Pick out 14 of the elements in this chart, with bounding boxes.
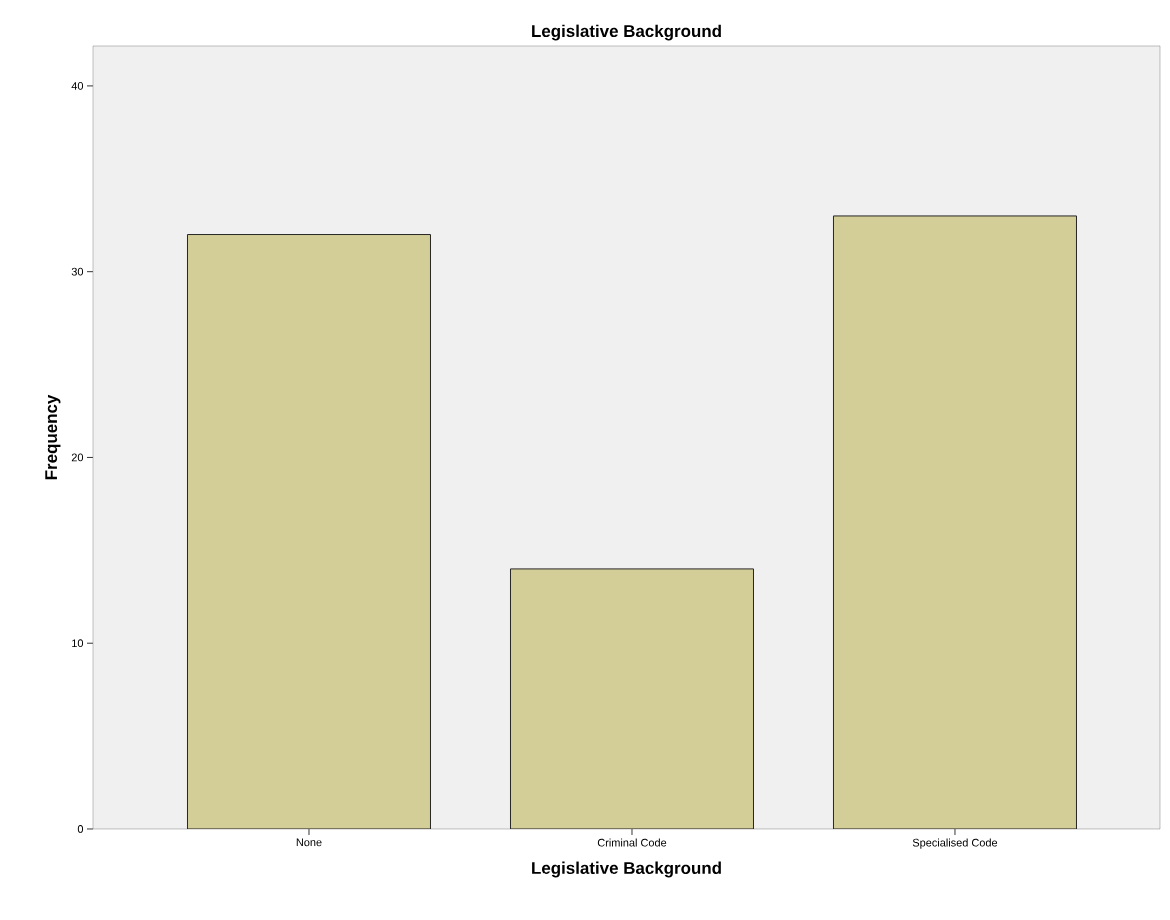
x-tick-label: Criminal Code	[597, 838, 667, 847]
bar	[509, 568, 754, 829]
y-tick-label: 40	[71, 82, 84, 90]
bar	[187, 234, 431, 829]
y-tick-label: 30	[71, 267, 84, 276]
y-axis-title: Frequency	[45, 394, 61, 480]
y-tick-label: 20	[71, 453, 84, 462]
x-tick-label: Specialised Code	[912, 838, 998, 849]
y-tick-label: 10	[72, 639, 84, 648]
x-axis-title: Legislative Background	[532, 861, 721, 878]
chart-title: Legislative Background	[532, 24, 721, 41]
y-tick-label: 0	[77, 825, 84, 833]
bar	[832, 215, 1077, 829]
x-tick-label: None	[296, 838, 322, 847]
